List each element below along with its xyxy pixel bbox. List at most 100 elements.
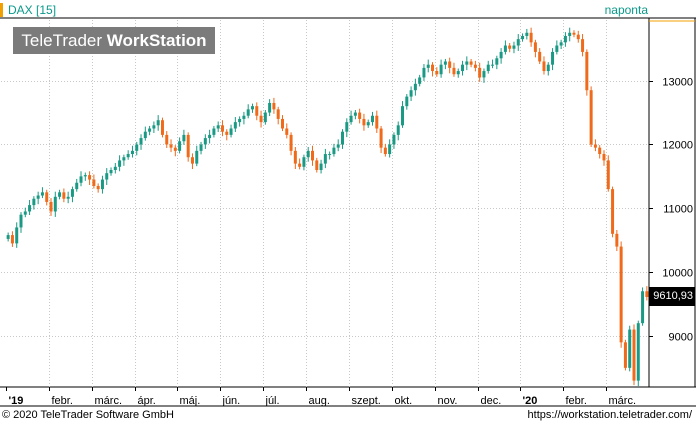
candle-body xyxy=(358,112,362,119)
candle-body xyxy=(371,115,375,123)
x-tick-label: '20 xyxy=(523,395,538,407)
candle-body xyxy=(546,64,550,72)
period-label[interactable]: naponta xyxy=(604,3,648,17)
y-tick-label: 11000 xyxy=(663,204,693,216)
candle-body xyxy=(135,144,139,151)
candle-body xyxy=(293,150,297,164)
candle-body xyxy=(503,45,507,52)
candle-body xyxy=(345,122,349,132)
candle-body xyxy=(156,120,160,126)
brand-watermark: TeleTrader WorkStation xyxy=(13,27,215,54)
candle-body xyxy=(396,125,400,135)
candle-body xyxy=(615,233,619,247)
candle-body xyxy=(203,138,207,145)
candle-body xyxy=(602,154,606,161)
candle-body xyxy=(109,169,113,174)
candle-body xyxy=(422,67,426,78)
candle-body xyxy=(250,106,254,110)
candle-body xyxy=(568,32,572,36)
candle-body xyxy=(598,147,602,155)
candle-body xyxy=(435,71,439,75)
candle-body xyxy=(45,192,49,202)
candle-body xyxy=(336,144,340,148)
candle-body xyxy=(105,173,109,180)
candle-body xyxy=(431,64,435,72)
candle-body xyxy=(392,134,396,145)
candle-body xyxy=(53,196,57,212)
candle-body xyxy=(6,235,10,239)
candle-body xyxy=(349,115,353,123)
y-tick-label: 9000 xyxy=(669,332,693,344)
candle-body xyxy=(272,102,276,110)
candle-body xyxy=(118,160,122,167)
candle-body xyxy=(542,61,546,72)
candle-body xyxy=(298,163,302,167)
copyright-text: © 2020 TeleTrader Software GmbH xyxy=(2,409,174,421)
candle-body xyxy=(426,64,430,68)
candle-body xyxy=(186,134,190,158)
candle-body xyxy=(486,64,490,72)
source-url[interactable]: https://workstation.teletrader.com/ xyxy=(527,409,692,421)
candle-body xyxy=(19,214,23,228)
candle-body xyxy=(88,175,92,180)
brand-part1: TeleTrader xyxy=(21,31,107,50)
candle-body xyxy=(491,64,495,66)
candle-body xyxy=(165,134,169,145)
candle-body xyxy=(418,77,422,84)
candle-body xyxy=(469,61,473,65)
candle-body xyxy=(375,115,379,129)
candle-body xyxy=(58,192,62,197)
candle-body xyxy=(79,176,83,183)
candle-body xyxy=(538,51,542,62)
candle-body xyxy=(465,61,469,65)
instrument-title[interactable]: DAX [15] xyxy=(8,3,57,17)
candle-body xyxy=(576,34,580,40)
candle-body xyxy=(62,192,66,199)
candle-body xyxy=(122,157,126,161)
candle-body xyxy=(551,51,555,65)
candle-body xyxy=(645,291,649,297)
candle-body xyxy=(113,166,117,170)
candle-body xyxy=(448,61,452,68)
candle-body xyxy=(130,150,134,155)
candle-body xyxy=(178,141,182,151)
candle-body xyxy=(66,196,70,199)
candle-body xyxy=(353,112,357,116)
x-tick-label: szept. xyxy=(352,395,381,407)
y-tick-label: 10000 xyxy=(662,268,693,280)
y-tick-label: 12000 xyxy=(662,140,693,152)
candle-body xyxy=(619,246,623,343)
candle-body xyxy=(559,42,563,46)
candle-body xyxy=(572,32,576,35)
candle-body xyxy=(379,128,383,148)
candle-body xyxy=(563,35,567,43)
candle-body xyxy=(23,211,27,215)
x-tick-label: júl. xyxy=(265,395,280,407)
candle-body xyxy=(409,90,413,97)
candle-body xyxy=(495,58,499,65)
candle-body xyxy=(160,120,164,135)
candle-body xyxy=(216,125,220,129)
candle-body xyxy=(259,115,263,123)
x-tick-label: jún. xyxy=(222,395,241,407)
candle-body xyxy=(36,195,40,199)
candle-body xyxy=(148,128,152,132)
candle-body xyxy=(268,102,272,113)
candle-body xyxy=(508,45,512,49)
candle-body xyxy=(96,185,100,190)
x-tick-label: okt. xyxy=(395,395,413,407)
x-tick-label: nov. xyxy=(438,395,458,407)
x-tick-label: ápr. xyxy=(138,395,156,407)
candle-body xyxy=(199,144,203,151)
candle-body xyxy=(75,182,79,190)
candle-body xyxy=(473,64,477,68)
candle-body xyxy=(315,160,319,170)
candle-body xyxy=(83,175,87,177)
candle-body xyxy=(388,144,392,155)
candle-body xyxy=(255,106,259,116)
candle-body xyxy=(195,150,199,164)
candle-body xyxy=(238,118,242,123)
candle-body xyxy=(589,90,593,145)
y-tick-label: 13000 xyxy=(662,77,693,89)
